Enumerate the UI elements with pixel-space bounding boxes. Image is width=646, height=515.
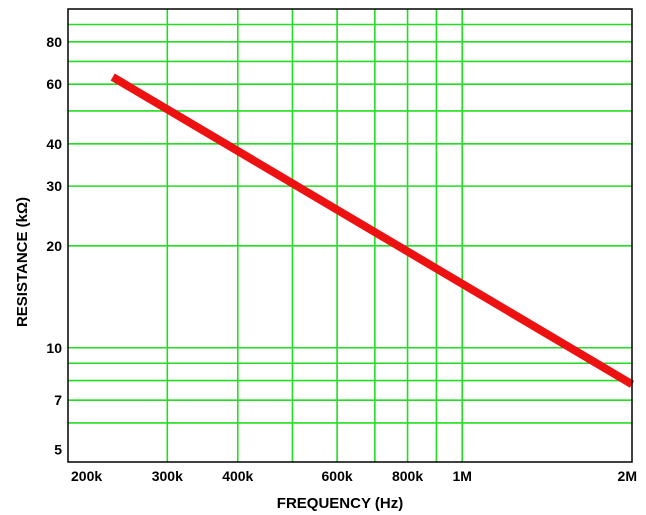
y-tick-label: 60 [46, 76, 62, 92]
x-tick-label: 200k [71, 468, 102, 484]
x-tick-label: 1M [452, 468, 471, 484]
y-tick-label: 30 [46, 178, 62, 194]
y-tick-label: 20 [46, 238, 62, 254]
y-axis-title: RESISTANCE (kΩ) [14, 197, 31, 327]
y-tick-label: 7 [54, 392, 62, 408]
y-tick-labels: 5 7 10 20 30 40 60 80 [46, 34, 62, 458]
resistance-line [110, 73, 635, 388]
plot-frame [67, 8, 633, 463]
x-tick-label: 2M [618, 468, 637, 484]
x-tick-labels: 200k 300k 400k 600k 800k 1M 2M [71, 468, 637, 484]
series-layer [110, 73, 635, 388]
x-tick-label: 600k [322, 468, 353, 484]
y-tick-label: 40 [46, 136, 62, 152]
y-tick-label: 80 [46, 34, 62, 50]
y-tick-label: 10 [46, 340, 62, 356]
y-tick-label: 5 [54, 442, 62, 458]
x-tick-label: 800k [392, 468, 423, 484]
x-axis-title: FREQUENCY (Hz) [277, 495, 403, 512]
x-tick-label: 300k [152, 468, 183, 484]
x-tick-label: 400k [222, 468, 253, 484]
grid-layer [68, 9, 632, 462]
